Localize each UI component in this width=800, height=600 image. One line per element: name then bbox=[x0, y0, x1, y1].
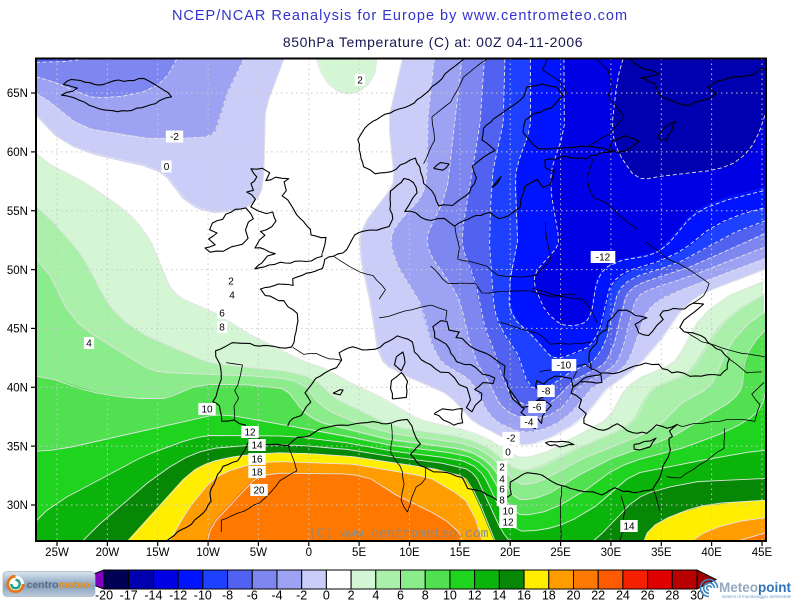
svg-text:12: 12 bbox=[502, 518, 514, 529]
svg-text:6: 6 bbox=[499, 485, 505, 496]
svg-text:5W: 5W bbox=[250, 547, 267, 559]
svg-text:40N: 40N bbox=[7, 383, 28, 395]
svg-text:-10: -10 bbox=[194, 589, 212, 600]
svg-text:4: 4 bbox=[372, 589, 379, 600]
svg-text:16: 16 bbox=[251, 455, 263, 466]
svg-text:30: 30 bbox=[690, 589, 704, 600]
svg-text:4: 4 bbox=[499, 475, 505, 486]
svg-text:20: 20 bbox=[253, 486, 265, 497]
svg-text:35N: 35N bbox=[7, 441, 28, 453]
svg-text:12: 12 bbox=[468, 589, 482, 600]
svg-text:(C) www.centrometeo.com: (C) www.centrometeo.com bbox=[309, 526, 489, 541]
svg-text:20W: 20W bbox=[96, 547, 120, 559]
svg-text:sistemi di monitoraggio ambien: sistemi di monitoraggio ambientale bbox=[722, 594, 792, 599]
svg-text:20: 20 bbox=[567, 589, 581, 600]
svg-text:0: 0 bbox=[306, 547, 312, 559]
svg-text:-8: -8 bbox=[542, 387, 551, 398]
svg-text:0: 0 bbox=[323, 589, 330, 600]
svg-text:-6: -6 bbox=[247, 589, 258, 600]
svg-text:30E: 30E bbox=[601, 547, 622, 559]
svg-text:65N: 65N bbox=[7, 88, 28, 100]
svg-text:28: 28 bbox=[665, 589, 679, 600]
svg-text:14: 14 bbox=[623, 522, 635, 533]
svg-text:8: 8 bbox=[422, 589, 429, 600]
svg-text:14: 14 bbox=[492, 589, 506, 600]
svg-text:2: 2 bbox=[499, 463, 505, 474]
svg-text:5E: 5E bbox=[352, 547, 366, 559]
svg-text:850hPa Temperature (C) at: 00Z: 850hPa Temperature (C) at: 00Z 04-11-200… bbox=[283, 34, 583, 50]
svg-text:-12: -12 bbox=[596, 253, 611, 264]
svg-text:22: 22 bbox=[591, 589, 605, 600]
svg-text:-17: -17 bbox=[120, 589, 138, 600]
svg-text:50N: 50N bbox=[7, 265, 28, 277]
svg-text:35E: 35E bbox=[651, 547, 672, 559]
svg-text:4: 4 bbox=[86, 339, 92, 350]
svg-text:-14: -14 bbox=[144, 589, 162, 600]
svg-text:NCEP/NCAR Reanalysis for Europ: NCEP/NCAR Reanalysis for Europe by www.c… bbox=[172, 8, 628, 24]
svg-text:10: 10 bbox=[502, 507, 514, 518]
svg-text:2: 2 bbox=[348, 589, 355, 600]
svg-text:2: 2 bbox=[357, 76, 363, 87]
svg-text:Meteopoint: Meteopoint bbox=[719, 580, 792, 595]
svg-text:-8: -8 bbox=[222, 589, 233, 600]
svg-text:15E: 15E bbox=[450, 547, 471, 559]
svg-text:8: 8 bbox=[219, 323, 225, 334]
svg-text:-4: -4 bbox=[271, 589, 282, 600]
svg-text:10: 10 bbox=[201, 405, 213, 416]
svg-text:14: 14 bbox=[251, 441, 263, 452]
svg-text:45E: 45E bbox=[752, 547, 773, 559]
svg-text:25E: 25E bbox=[550, 547, 571, 559]
svg-text:0: 0 bbox=[164, 162, 170, 173]
svg-text:10: 10 bbox=[443, 589, 457, 600]
svg-text:16: 16 bbox=[517, 589, 531, 600]
svg-text:10E: 10E bbox=[399, 547, 420, 559]
svg-text:-2: -2 bbox=[170, 132, 179, 143]
svg-text:-2: -2 bbox=[507, 434, 516, 445]
svg-text:-12: -12 bbox=[169, 589, 187, 600]
svg-text:0: 0 bbox=[505, 448, 511, 459]
svg-text:6: 6 bbox=[219, 309, 225, 320]
svg-text:15W: 15W bbox=[146, 547, 170, 559]
svg-text:25W: 25W bbox=[45, 547, 69, 559]
svg-text:55N: 55N bbox=[7, 206, 28, 218]
svg-text:6: 6 bbox=[397, 589, 404, 600]
svg-text:-4: -4 bbox=[525, 418, 534, 429]
svg-text:12: 12 bbox=[244, 428, 256, 439]
svg-text:8: 8 bbox=[499, 496, 505, 507]
svg-text:centrometeo: centrometeo bbox=[27, 579, 90, 591]
svg-text:60N: 60N bbox=[7, 147, 28, 159]
svg-text:20E: 20E bbox=[500, 547, 521, 559]
svg-text:10W: 10W bbox=[196, 547, 220, 559]
svg-text:4: 4 bbox=[229, 291, 235, 302]
svg-text:-10: -10 bbox=[557, 361, 572, 372]
svg-text:-2: -2 bbox=[296, 589, 307, 600]
svg-text:-6: -6 bbox=[533, 403, 542, 414]
svg-text:2: 2 bbox=[228, 277, 234, 288]
svg-text:18: 18 bbox=[251, 468, 263, 479]
svg-text:18: 18 bbox=[542, 589, 556, 600]
svg-text:40E: 40E bbox=[701, 547, 722, 559]
svg-text:24: 24 bbox=[616, 589, 630, 600]
svg-text:30N: 30N bbox=[7, 500, 28, 512]
svg-text:-20: -20 bbox=[95, 589, 113, 600]
svg-text:26: 26 bbox=[641, 589, 655, 600]
svg-text:45N: 45N bbox=[7, 324, 28, 336]
